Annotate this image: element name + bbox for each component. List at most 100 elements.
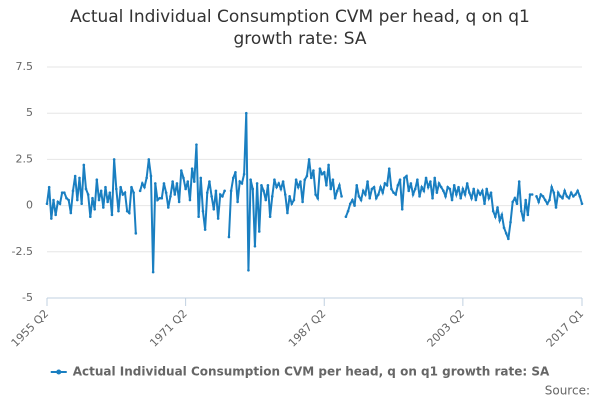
point — [379, 185, 382, 189]
point — [192, 180, 196, 183]
point — [288, 195, 291, 198]
point — [145, 176, 148, 180]
point — [195, 143, 198, 146]
point — [420, 185, 424, 189]
y-tick-label: 7.5 — [16, 60, 34, 73]
point — [559, 195, 562, 198]
point — [242, 172, 246, 176]
point — [199, 176, 203, 180]
point — [227, 235, 231, 239]
point — [303, 178, 307, 182]
point — [106, 200, 109, 204]
point — [500, 213, 504, 217]
point — [162, 182, 166, 185]
point — [203, 228, 207, 231]
point — [465, 182, 469, 185]
point — [73, 174, 77, 178]
point — [390, 187, 393, 191]
point — [123, 191, 127, 194]
point — [377, 193, 380, 196]
point — [286, 211, 289, 215]
point — [511, 200, 514, 204]
point — [65, 196, 68, 200]
point — [572, 195, 575, 198]
x-tick-label: 1955 Q2 — [9, 307, 52, 350]
point — [234, 171, 237, 174]
point — [210, 195, 213, 198]
point — [554, 206, 558, 209]
point — [411, 193, 415, 196]
source: Source: — [545, 384, 590, 398]
point — [472, 187, 476, 191]
point — [255, 182, 259, 185]
point — [439, 185, 443, 189]
point — [535, 195, 538, 198]
point — [353, 204, 356, 207]
point — [279, 187, 283, 191]
point — [115, 187, 118, 191]
point — [117, 209, 120, 213]
legend-label: Actual Individual Consumption CVM per he… — [73, 365, 550, 379]
point — [381, 191, 385, 194]
point — [322, 171, 326, 174]
point — [515, 202, 519, 206]
point — [149, 174, 153, 178]
point — [563, 189, 566, 193]
point — [392, 191, 395, 194]
point — [528, 193, 532, 196]
point — [567, 196, 571, 200]
point — [370, 187, 374, 191]
point — [543, 198, 547, 202]
point — [530, 193, 534, 196]
point — [54, 213, 57, 217]
point — [409, 182, 413, 185]
point — [450, 198, 454, 202]
point — [429, 180, 432, 183]
point — [394, 193, 398, 196]
point — [231, 176, 235, 180]
point — [60, 191, 64, 194]
point — [509, 220, 512, 224]
point — [561, 196, 564, 200]
point — [296, 185, 300, 189]
point — [229, 189, 233, 193]
point — [86, 193, 90, 196]
point — [52, 198, 55, 202]
point — [208, 180, 211, 183]
point — [444, 195, 447, 198]
point — [290, 202, 294, 206]
point — [160, 196, 164, 200]
point — [548, 198, 551, 202]
y-tick-label: -5 — [22, 291, 33, 304]
point — [275, 185, 278, 189]
point — [385, 183, 389, 187]
y-tick-label: 0 — [26, 199, 33, 212]
point — [212, 207, 216, 211]
point — [247, 268, 250, 272]
chart-title: Actual Individual Consumption CVM per he… — [70, 7, 530, 49]
point — [186, 180, 190, 183]
point — [266, 183, 270, 187]
point — [134, 232, 138, 235]
y-tick-label: 2.5 — [16, 152, 34, 165]
point — [240, 182, 244, 185]
point — [476, 189, 480, 193]
point — [80, 202, 83, 206]
point — [407, 189, 411, 193]
point — [491, 209, 495, 213]
point — [50, 217, 53, 220]
point — [58, 202, 62, 206]
point — [47, 185, 51, 189]
point — [91, 196, 94, 200]
point — [383, 182, 387, 185]
point — [179, 169, 183, 172]
point — [158, 196, 161, 200]
point — [452, 183, 456, 187]
point — [309, 176, 313, 180]
point — [416, 178, 419, 182]
point — [424, 176, 428, 180]
point — [556, 191, 560, 194]
point — [305, 174, 309, 178]
point — [112, 158, 116, 161]
